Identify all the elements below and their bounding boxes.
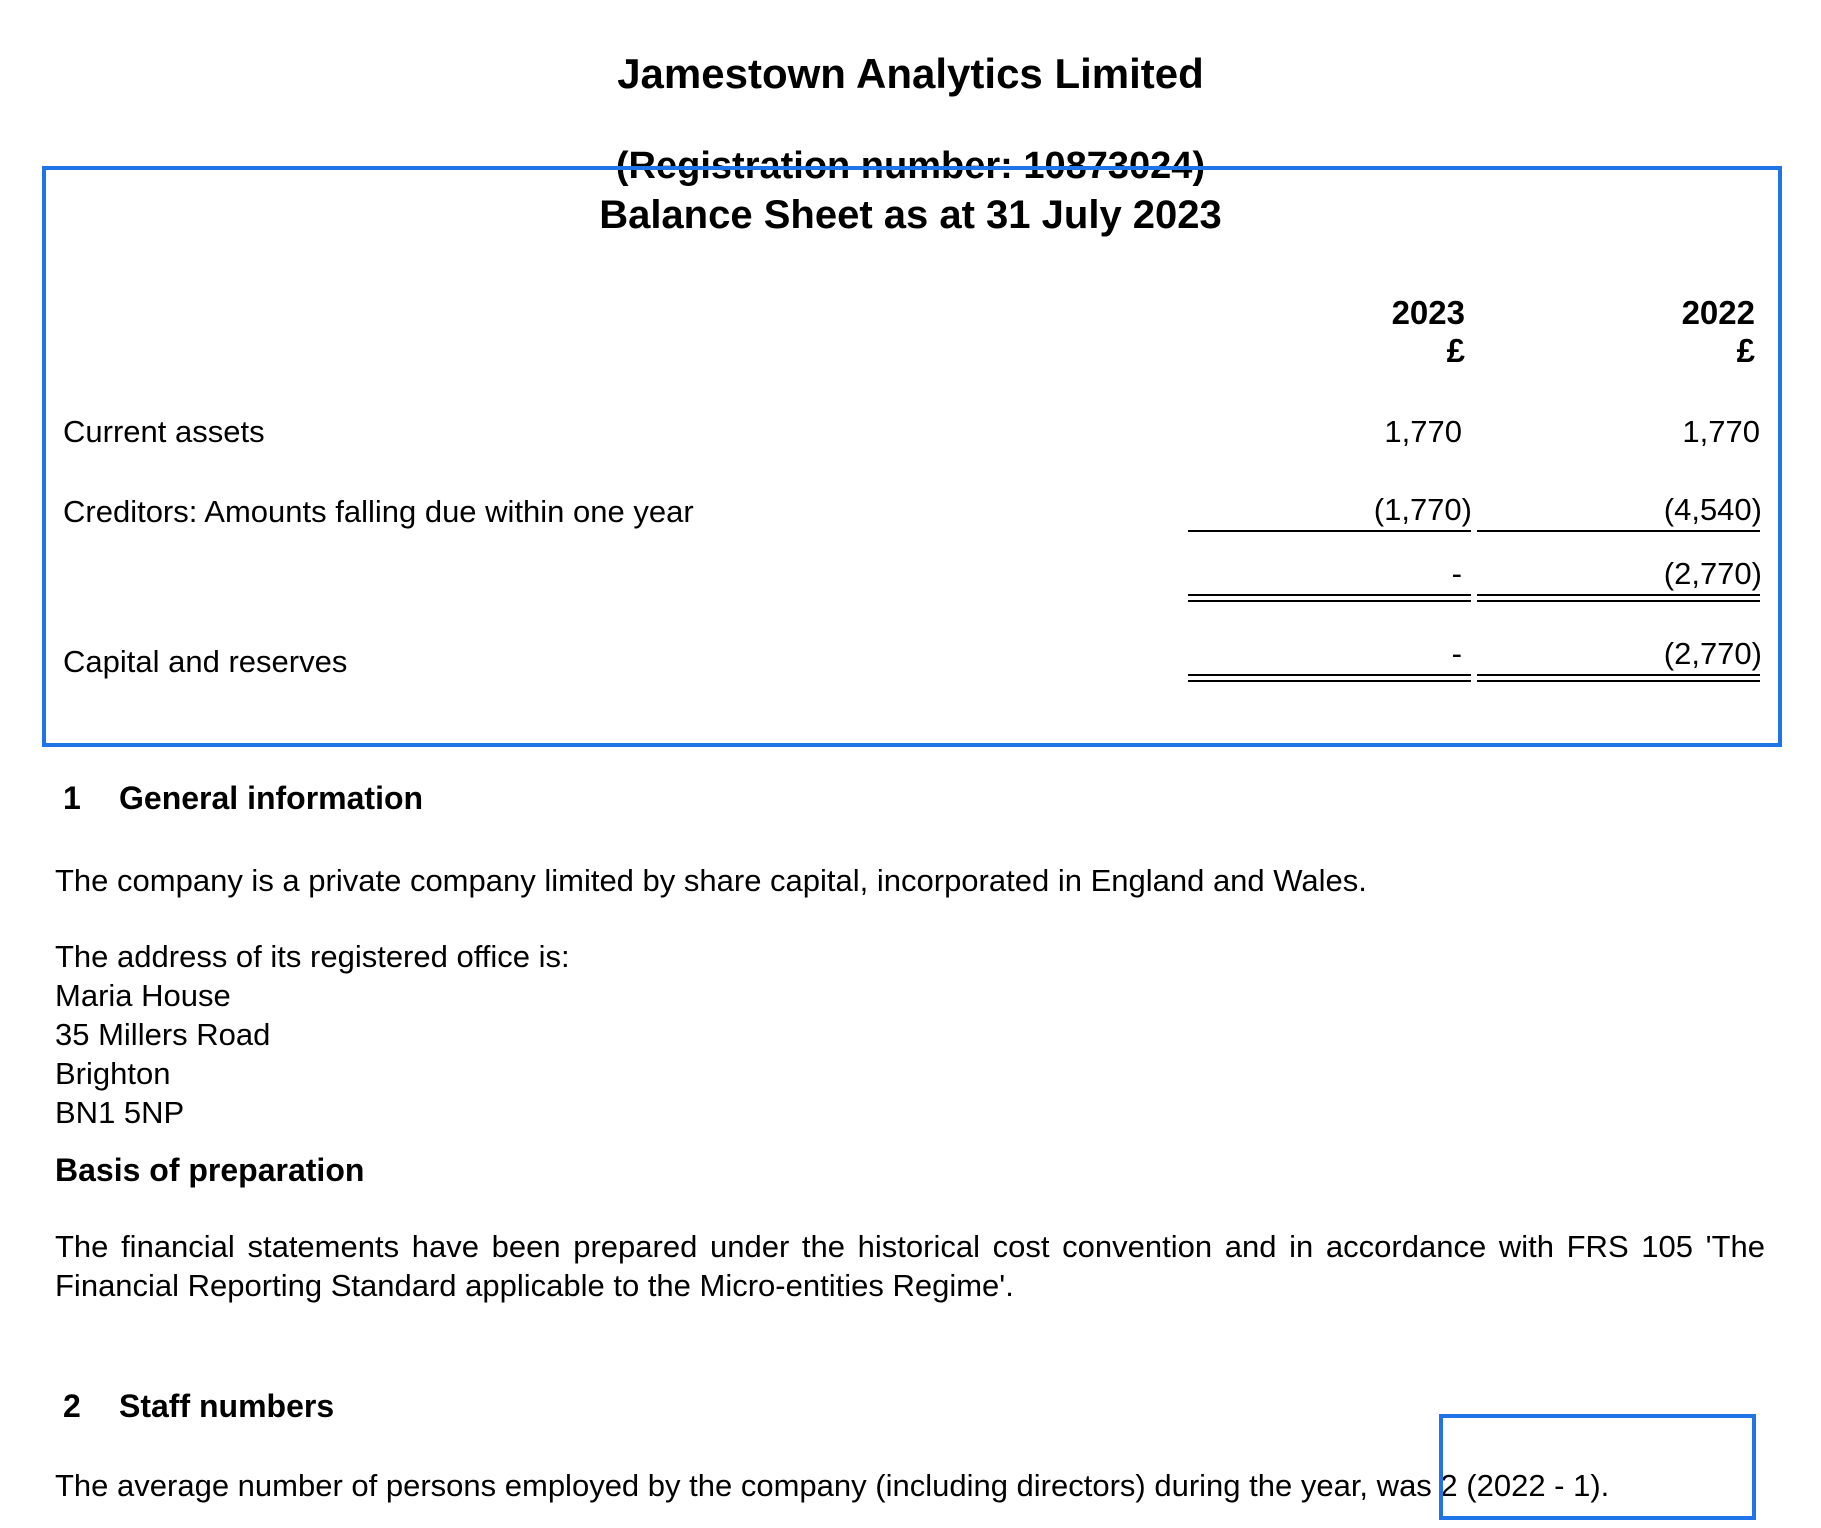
basis-text: The financial statements have been prepa… bbox=[55, 1229, 1765, 1303]
company-name: Jamestown Analytics Limited bbox=[617, 50, 1204, 97]
address-line: 35 Millers Road bbox=[55, 1017, 271, 1052]
column-currency: £ bbox=[1736, 332, 1755, 369]
address-line: Maria House bbox=[55, 978, 231, 1013]
address-line: Brighton bbox=[55, 1056, 171, 1091]
value-current-assets-2023: 1,770 bbox=[1384, 414, 1462, 449]
single-underline bbox=[1477, 530, 1760, 532]
value-creditors-2022: (4,540) bbox=[1663, 492, 1762, 527]
double-underline bbox=[1188, 674, 1471, 682]
section-2-title: Staff numbers bbox=[119, 1388, 335, 1424]
column-year: 2022 bbox=[1681, 294, 1755, 331]
basis-heading: Basis of preparation bbox=[55, 1152, 365, 1188]
row-label-current-assets: Current assets bbox=[63, 414, 265, 449]
section-1-number: 1 bbox=[63, 780, 81, 816]
double-underline bbox=[1477, 674, 1760, 682]
section-1-title: General information bbox=[119, 780, 424, 816]
section-2-number: 2 bbox=[63, 1388, 81, 1424]
column-year: 2023 bbox=[1391, 294, 1465, 331]
row-label-creditors: Creditors: Amounts falling due within on… bbox=[63, 494, 694, 529]
column-currency: £ bbox=[1446, 332, 1465, 369]
single-underline bbox=[1188, 530, 1471, 532]
address-heading: The address of its registered office is: bbox=[55, 939, 570, 974]
row-label-capital-reserves: Capital and reserves bbox=[63, 644, 348, 679]
value-capital-reserves-2023: - bbox=[1451, 636, 1462, 671]
balance-sheet-title: Balance Sheet as at 31 July 2023 bbox=[599, 193, 1222, 237]
registration-number: (Registration number: 10873024) bbox=[615, 145, 1206, 187]
value-capital-reserves-2022: (2,770) bbox=[1663, 636, 1762, 671]
company-description: The company is a private company limited… bbox=[55, 863, 1367, 898]
double-underline bbox=[1477, 594, 1760, 602]
column-header-2023: 2023 £ bbox=[1260, 294, 1465, 370]
staff-text-highlighted: was 2 (2022 - 1). bbox=[1368, 1468, 1610, 1503]
staff-text-main: The average number of persons employed b… bbox=[55, 1468, 1369, 1503]
address-line: BN1 5NP bbox=[55, 1095, 185, 1130]
value-net-2023: - bbox=[1451, 556, 1462, 591]
column-header-2022: 2022 £ bbox=[1550, 294, 1755, 370]
double-underline bbox=[1188, 594, 1471, 602]
value-creditors-2023: (1,770) bbox=[1373, 492, 1472, 527]
value-current-assets-2022: 1,770 bbox=[1682, 414, 1760, 449]
staff-numbers-text: The average number of persons employed b… bbox=[55, 1466, 1609, 1505]
value-net-2022: (2,770) bbox=[1663, 556, 1762, 591]
